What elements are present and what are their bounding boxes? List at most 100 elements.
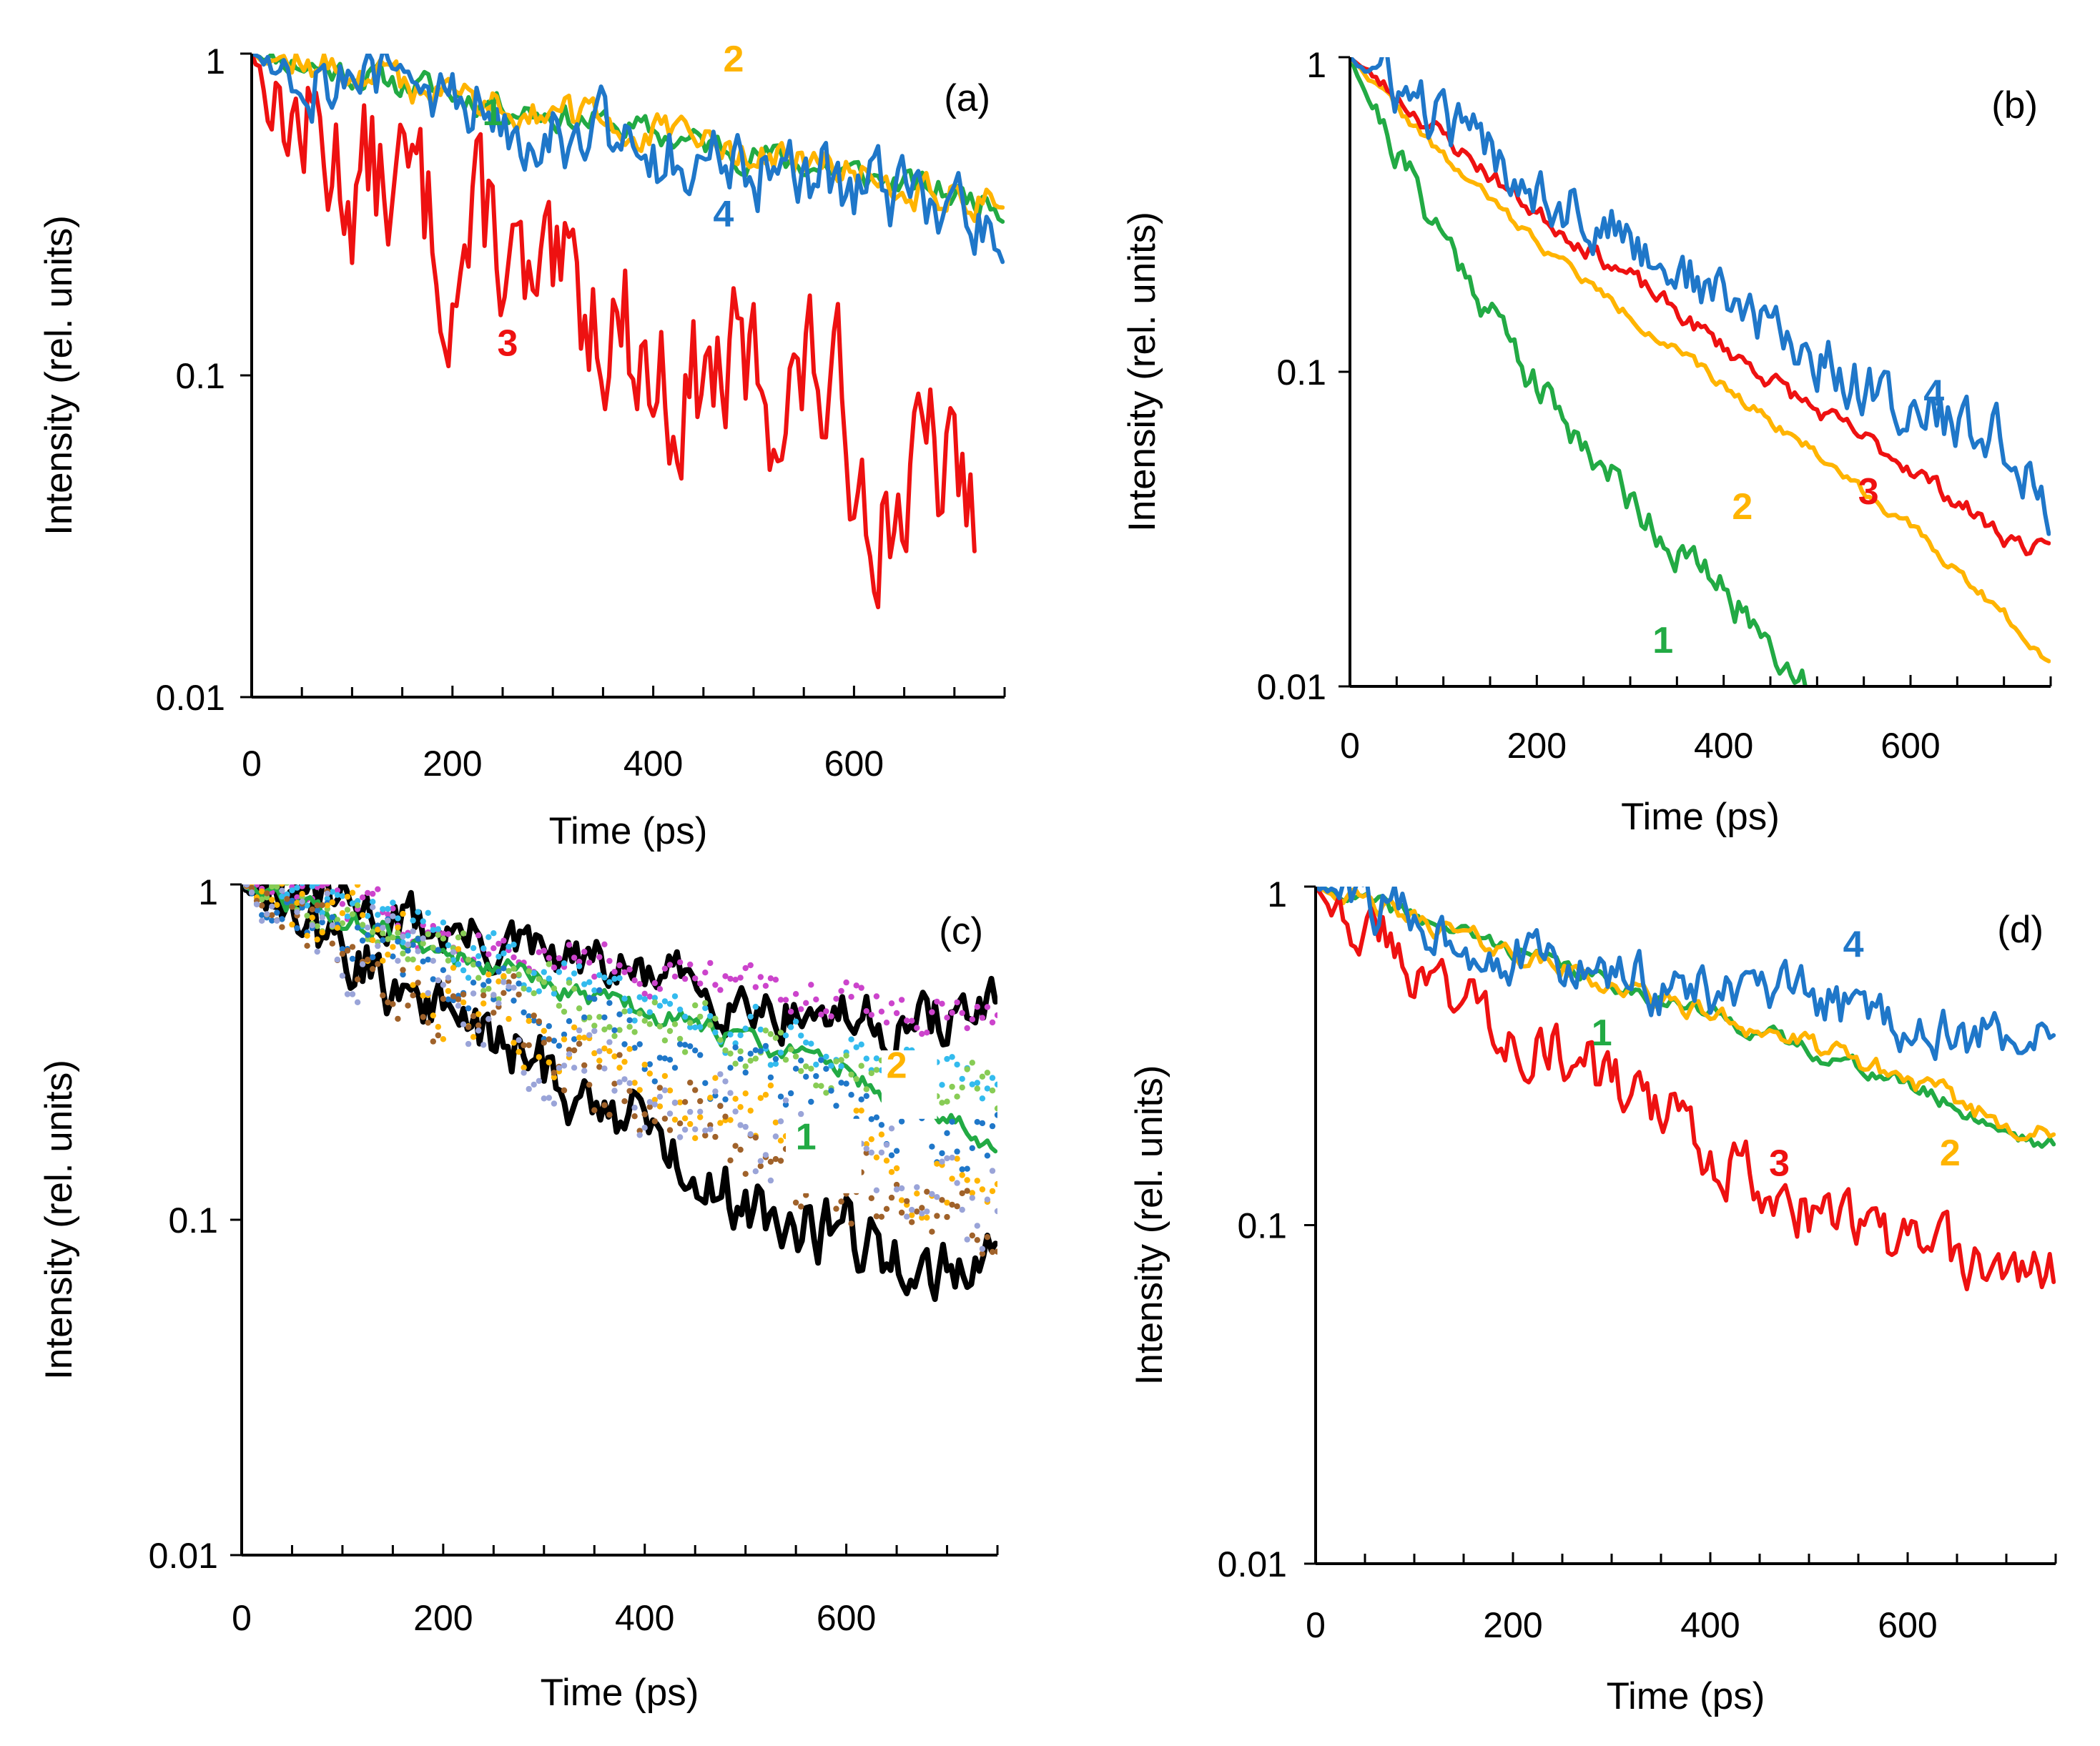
data-point [324, 895, 330, 902]
data-point [752, 1003, 759, 1010]
data-point [818, 1082, 824, 1090]
data-point [838, 1057, 844, 1063]
data-point [929, 1009, 935, 1015]
data-point [551, 1074, 558, 1081]
data-point [435, 926, 441, 932]
data-point [511, 973, 517, 980]
data-point [661, 1072, 669, 1080]
data-point [385, 936, 391, 942]
data-point [616, 1079, 623, 1085]
data-point [737, 975, 744, 981]
data-point [405, 947, 411, 954]
data-point [551, 1070, 558, 1076]
data-point [259, 902, 265, 909]
y-axis-title: Intensity (rel. units) [1128, 1065, 1170, 1386]
data-point [465, 957, 472, 963]
data-point [787, 1046, 794, 1052]
data-point [440, 930, 447, 937]
series-line-2 [252, 54, 1005, 223]
data-point [727, 1117, 734, 1123]
data-point [777, 997, 784, 1003]
data-point [954, 1203, 960, 1210]
data-point [425, 990, 431, 997]
data-point [425, 956, 431, 963]
data-point [324, 902, 330, 909]
data-point [944, 1130, 950, 1137]
data-point [702, 1080, 709, 1087]
data-point [501, 937, 507, 944]
data-point [395, 929, 401, 937]
data-point [299, 884, 305, 887]
data-point [868, 1195, 875, 1202]
data-point [732, 1060, 739, 1067]
data-point [435, 932, 441, 938]
data-point [676, 1120, 684, 1127]
data-point [425, 1020, 431, 1026]
data-point [833, 995, 839, 1002]
data-point [415, 965, 421, 972]
series-line-upper-bound [242, 884, 997, 1065]
data-point [400, 933, 406, 940]
data-point [430, 1038, 436, 1045]
data-point [974, 1085, 981, 1092]
data-point [747, 1013, 754, 1020]
data-point [410, 942, 416, 948]
panel-b: 0 200 400 600 0.01 0.1 1 Time (ps) Intensity (re… [1121, 45, 2052, 838]
data-point [470, 1012, 477, 1020]
data-point [445, 975, 452, 981]
data-point [989, 1123, 996, 1130]
data-point [813, 1072, 819, 1080]
y-tick-label: 0.1 [175, 356, 225, 396]
data-point [636, 1087, 643, 1093]
data-point [737, 1122, 744, 1128]
curve-label-4: 4 [1843, 924, 1864, 965]
data-point [939, 1158, 945, 1165]
data-point [641, 1125, 648, 1131]
data-point [878, 1149, 885, 1156]
data-point [354, 924, 361, 931]
x-axis-title: Time (ps) [549, 810, 708, 852]
data-point [681, 1049, 689, 1055]
data-point [636, 1041, 643, 1047]
data-point [868, 1116, 875, 1123]
data-point [541, 1040, 547, 1046]
data-point [536, 1018, 542, 1025]
data-point [304, 912, 310, 919]
data-point [954, 1061, 960, 1068]
data-point [551, 965, 558, 971]
data-point [681, 1115, 689, 1122]
x-tick-label: 200 [1483, 1605, 1542, 1645]
data-point [385, 906, 391, 912]
data-point [803, 1063, 809, 1070]
data-point [833, 1058, 839, 1065]
curve-label-1: 1 [482, 92, 503, 134]
data-point [375, 912, 381, 918]
data-point [818, 1011, 824, 1018]
data-point [359, 894, 366, 901]
data-point [873, 1055, 880, 1062]
data-point [304, 942, 310, 950]
series-line-2 [1350, 57, 2051, 664]
data-point [546, 1095, 552, 1101]
data-point [994, 1112, 997, 1118]
data-point [631, 1017, 638, 1024]
data-point [858, 985, 864, 991]
data-point [732, 977, 739, 983]
curve-label-3: 3 [1858, 471, 1879, 513]
data-point [621, 1098, 628, 1105]
data-point [742, 1069, 749, 1076]
data-point [868, 1136, 875, 1143]
data-point [279, 884, 285, 887]
data-point [944, 1213, 950, 1220]
data-point [772, 1035, 779, 1041]
data-point [334, 887, 341, 894]
data-point [919, 1205, 925, 1211]
data-point [863, 1093, 870, 1100]
data-point [681, 1013, 689, 1020]
data-point [631, 1080, 638, 1086]
panel-a: 0 200 400 600 0.01 0.1 1 Time (ps) Intensity (re… [38, 39, 1006, 852]
data-point [919, 1210, 925, 1217]
data-point [485, 977, 492, 985]
data-point [853, 982, 859, 989]
data-point [681, 1099, 689, 1105]
